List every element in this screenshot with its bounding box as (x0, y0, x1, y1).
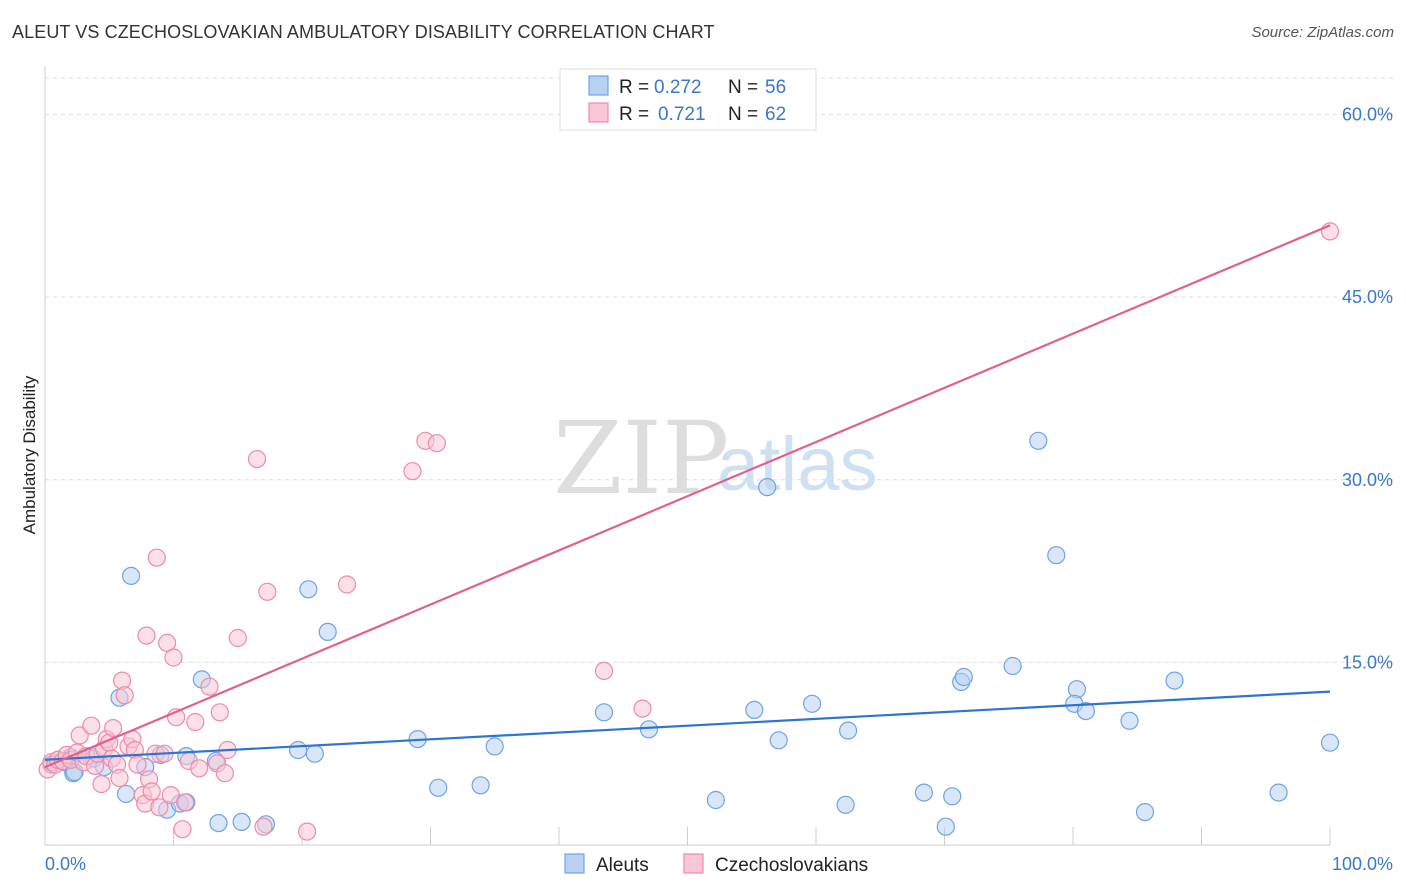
bottom-legend-label-czechoslovakians: Czechoslovakians (715, 855, 868, 876)
point-aleuts (943, 787, 962, 806)
point-aleuts (305, 744, 324, 763)
legend-swatch-aleuts (588, 75, 609, 96)
point-czechoslovakians (247, 450, 267, 469)
point-czechoslovakians (337, 575, 357, 594)
point-czechoslovakians (161, 785, 180, 805)
x-tick-label: 100.0% (1332, 854, 1393, 874)
point-aleuts (802, 694, 822, 713)
y-axis-title: Ambulatory Disability (20, 375, 39, 534)
legend: R = 0.272 N = 56 R = 0.721 N = 62 (559, 68, 817, 131)
bottom-legend-swatch-czechoslovakians (683, 853, 704, 874)
point-czechoslovakians (594, 661, 614, 681)
legend-n-value-aleuts: 56 (765, 77, 786, 98)
point-aleuts (116, 784, 136, 804)
point-czechoslovakians (298, 822, 317, 841)
y-tick-label: 30.0% (1342, 470, 1393, 490)
data-points (38, 222, 1340, 841)
point-czechoslovakians (137, 626, 156, 645)
point-czechoslovakians (128, 755, 147, 774)
point-czechoslovakians (186, 712, 205, 732)
y-tick-label: 45.0% (1342, 287, 1393, 307)
point-aleuts (471, 776, 490, 795)
point-aleuts (1120, 711, 1139, 730)
point-aleuts (209, 813, 228, 833)
point-aleuts (429, 778, 448, 797)
legend-n-label-czechoslovakians: N = (728, 104, 758, 125)
point-czechoslovakians (200, 677, 219, 696)
y-tick-label: 60.0% (1342, 105, 1393, 125)
point-czechoslovakians (403, 462, 422, 481)
point-aleuts (1003, 656, 1022, 676)
watermark: ZIP atlas (553, 400, 878, 517)
point-aleuts (289, 740, 308, 760)
bottom-legend-swatch-aleuts (564, 853, 585, 874)
chart-title: ALEUT VS CZECHOSLOVAKIAN AMBULATORY DISA… (12, 22, 715, 42)
point-czechoslovakians (210, 703, 229, 722)
point-czechoslovakians (112, 671, 132, 690)
point-czechoslovakians (142, 782, 161, 801)
tick-labels: 15.0% 30.0% 45.0% 60.0% 0.0% 100.0% (45, 105, 1393, 874)
point-czechoslovakians (190, 759, 209, 778)
legend-n-value-czechoslovakians: 62 (765, 104, 786, 125)
trend-line-czechoslovakians (44, 224, 1331, 769)
point-aleuts (318, 622, 337, 642)
point-aleuts (1269, 783, 1288, 802)
bottom-legend: Aleuts Czechoslovakians (564, 853, 868, 876)
point-aleuts (1320, 733, 1340, 752)
point-czechoslovakians (70, 726, 89, 745)
point-aleuts (758, 478, 777, 497)
legend-n-label-aleuts: N = (728, 77, 758, 98)
point-aleuts (1047, 546, 1066, 565)
point-aleuts (299, 580, 318, 599)
point-czechoslovakians (173, 820, 192, 839)
point-czechoslovakians (103, 718, 123, 738)
point-czechoslovakians (115, 686, 134, 705)
point-czechoslovakians (164, 648, 183, 667)
point-aleuts (639, 720, 659, 739)
legend-r-value-aleuts: 0.272 (654, 77, 702, 98)
point-czechoslovakians (228, 628, 247, 648)
point-aleuts (954, 667, 973, 687)
point-czechoslovakians (92, 774, 111, 794)
point-aleuts (769, 731, 788, 750)
gridlines (45, 77, 1393, 663)
trend-lines (44, 224, 1331, 769)
point-czechoslovakians (254, 817, 273, 836)
point-czechoslovakians (110, 768, 129, 788)
point-aleuts (914, 783, 934, 802)
point-aleuts (232, 812, 251, 832)
point-aleuts (1076, 701, 1096, 721)
point-aleuts (485, 737, 504, 756)
watermark-atlas: atlas (717, 422, 878, 507)
legend-r-label-czechoslovakians: R = (619, 104, 649, 125)
point-czechoslovakians (427, 434, 446, 453)
watermark-zip: ZIP (553, 400, 729, 517)
point-czechoslovakians (147, 548, 166, 567)
point-czechoslovakians (176, 793, 195, 812)
legend-r-label-aleuts: R = (619, 77, 649, 98)
y-tick-label: 15.0% (1342, 652, 1393, 672)
point-aleuts (936, 817, 955, 836)
point-czechoslovakians (633, 699, 652, 718)
point-aleuts (838, 721, 858, 740)
point-aleuts (1029, 431, 1048, 450)
point-aleuts (594, 703, 614, 722)
bottom-legend-label-aleuts: Aleuts (596, 855, 649, 876)
point-aleuts (706, 790, 725, 810)
point-aleuts (1135, 802, 1155, 822)
point-aleuts (836, 795, 855, 814)
trend-line-aleuts (44, 690, 1331, 761)
point-czechoslovakians (82, 716, 101, 735)
point-aleuts (122, 566, 141, 586)
point-czechoslovakians (258, 582, 277, 601)
legend-r-value-czechoslovakians: 0.721 (658, 104, 706, 125)
point-czechoslovakians (150, 798, 169, 817)
point-aleuts (1165, 671, 1184, 690)
point-aleuts (745, 700, 764, 720)
point-czechoslovakians (215, 764, 234, 783)
x-tick-label: 0.0% (45, 854, 86, 874)
chart-source: Source: ZipAtlas.com (1251, 24, 1394, 41)
legend-swatch-czechoslovakians (588, 102, 609, 123)
